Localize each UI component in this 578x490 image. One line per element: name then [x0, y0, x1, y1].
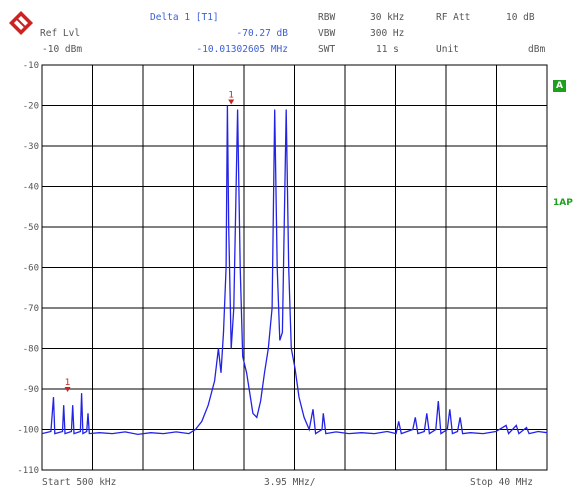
marker-frequency: -10.01302605 MHz	[196, 44, 288, 55]
y-tick-label: -60	[23, 264, 39, 274]
brand-logo-icon	[9, 11, 33, 35]
marker-triangle	[64, 387, 71, 393]
rbw-label: RBW	[318, 12, 336, 23]
y-tick-label: -50	[23, 223, 39, 233]
marker-label: 1	[65, 378, 71, 388]
trace-a-tag: A	[553, 80, 566, 92]
marker-title: Delta 1 [T1]	[150, 12, 219, 23]
trace-line	[41, 105, 548, 436]
swt-label: SWT	[318, 44, 336, 55]
rf-att-label: RF Att	[436, 12, 471, 23]
unit-value: dBm	[528, 44, 546, 55]
y-axis-ticks: -10 -20 -30 -40 -50 -60 -70 -80 -90 -100 -110	[17, 61, 39, 476]
vbw-label: VBW	[318, 28, 336, 39]
y-tick-label: -100	[17, 426, 39, 436]
marker-layer: 11	[64, 91, 235, 393]
trace-layer	[41, 105, 548, 436]
rf-att-value: 10 dB	[506, 12, 535, 23]
y-tick-label: -20	[23, 102, 39, 112]
marker-triangle	[228, 99, 235, 105]
y-tick-label: -70	[23, 304, 39, 314]
swt-value: 11 s	[376, 44, 399, 55]
mode-tag: 1AP	[553, 198, 573, 208]
y-tick-label: -80	[23, 345, 39, 355]
vbw-value: 300 Hz	[370, 28, 405, 39]
y-tick-label: -40	[23, 183, 39, 193]
y-tick-label: -110	[17, 466, 39, 476]
ref-level-label: Ref Lvl	[40, 28, 81, 39]
y-tick-label: -90	[23, 385, 39, 395]
chart-grid	[41, 64, 548, 471]
unit-label: Unit	[436, 44, 459, 55]
y-tick-label: -30	[23, 142, 39, 152]
start-frequency: Start 500 kHz	[42, 477, 117, 488]
rbw-value: 30 kHz	[370, 12, 405, 23]
y-tick-label: -10	[23, 61, 39, 71]
stop-frequency: Stop 40 MHz	[470, 477, 533, 488]
span-per-division: 3.95 MHz/	[264, 477, 316, 488]
ref-level-value: -10 dBm	[42, 44, 83, 55]
marker-level: -70.27 dB	[236, 28, 288, 39]
marker-label: 1	[228, 91, 234, 101]
